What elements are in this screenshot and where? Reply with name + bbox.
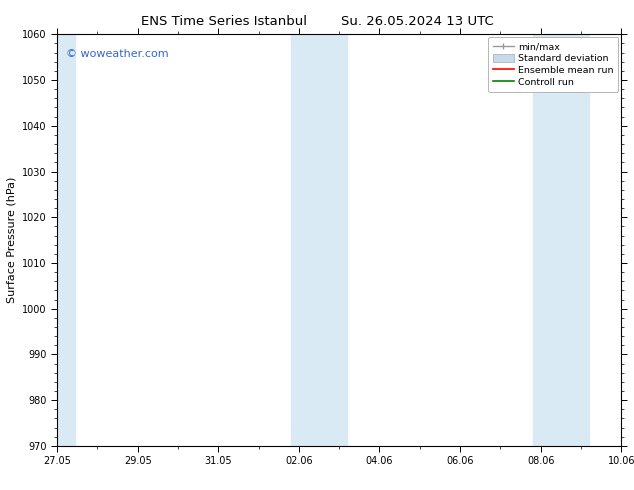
- Text: ENS Time Series Istanbul        Su. 26.05.2024 13 UTC: ENS Time Series Istanbul Su. 26.05.2024 …: [141, 15, 493, 28]
- Bar: [533, 34, 589, 446]
- Bar: [57, 34, 75, 446]
- Legend: min/max, Standard deviation, Ensemble mean run, Controll run: min/max, Standard deviation, Ensemble me…: [488, 37, 619, 92]
- Y-axis label: Surface Pressure (hPa): Surface Pressure (hPa): [6, 177, 16, 303]
- Bar: [291, 34, 347, 446]
- Text: © woweather.com: © woweather.com: [65, 49, 168, 59]
